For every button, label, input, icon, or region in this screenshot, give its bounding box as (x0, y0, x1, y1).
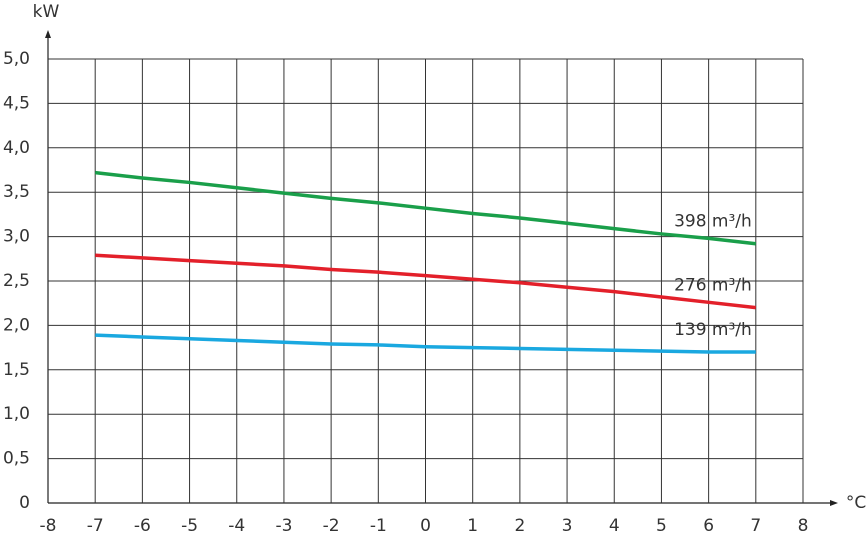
y-tick-label: 2,5 (3, 271, 30, 291)
x-tick-label: 7 (750, 516, 761, 535)
y-tick-label: 2,0 (3, 315, 30, 335)
y-tick-label: 0,5 (3, 449, 30, 469)
x-tick-label: -1 (370, 516, 387, 535)
y-tick-label: 3,0 (3, 227, 30, 247)
x-tick-label: 6 (703, 516, 714, 535)
x-axis-label: °C (846, 493, 866, 513)
x-tick-label: 2 (514, 516, 525, 535)
y-tick-label: 3,5 (3, 182, 30, 202)
x-tick-label: -5 (181, 516, 198, 535)
x-tick-label: -4 (228, 516, 245, 535)
x-tick-label: 0 (420, 516, 431, 535)
y-tick-label: 4,5 (3, 93, 30, 113)
y-tick-label: 4,0 (3, 138, 30, 158)
x-tick-label: -7 (87, 516, 104, 535)
y-axis-label: kW (33, 2, 60, 22)
x-tick-label: 8 (798, 516, 809, 535)
x-tick-label: -3 (275, 516, 292, 535)
y-tick-label: 5,0 (3, 49, 30, 69)
x-tick-label: -2 (323, 516, 340, 535)
y-tick-label: 1,0 (3, 404, 30, 424)
y-axis-arrow (45, 30, 51, 38)
x-tick-label: 1 (467, 516, 478, 535)
series-label: 276 m³/h (674, 276, 752, 296)
x-tick-label: 3 (562, 516, 573, 535)
series-line (95, 253, 757, 310)
series-line (95, 333, 756, 354)
series-label: 139 m³/h (674, 320, 752, 340)
x-tick-label: 4 (609, 516, 620, 535)
y-tick-label: 1,5 (3, 360, 30, 380)
x-tick-label: 5 (656, 516, 667, 535)
y-tick-label: 0 (19, 493, 30, 513)
x-tick-label: -8 (40, 516, 57, 535)
series-label: 398 m³/h (674, 212, 752, 232)
series-line (94, 170, 757, 246)
x-tick-label: -6 (134, 516, 151, 535)
x-axis-arrow (830, 500, 838, 506)
